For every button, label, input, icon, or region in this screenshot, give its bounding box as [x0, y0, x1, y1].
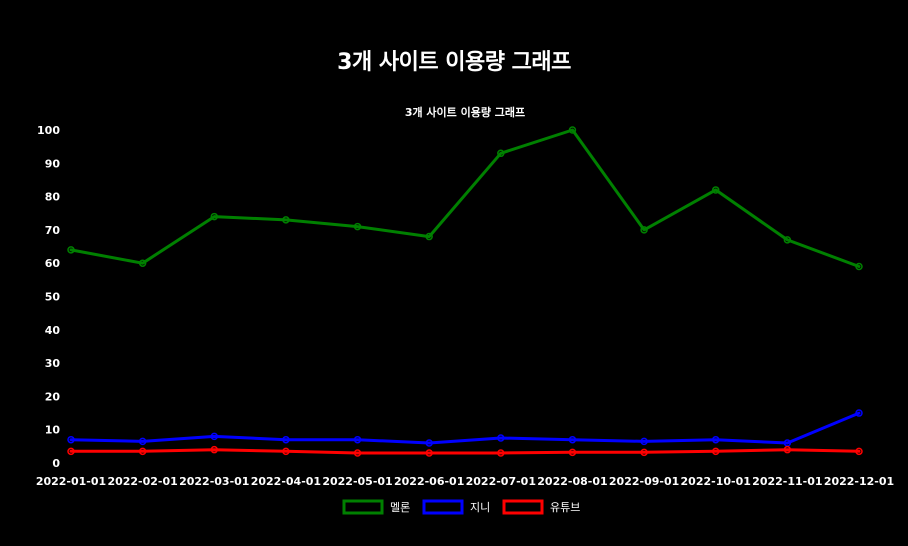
- legend-label: 지니: [470, 501, 490, 514]
- series-3-point: [138, 447, 147, 456]
- line-chart: 3개 사이트 이용량 그래프 0 10 20 30 40 50 60 70 80 90 100 20…: [36, 105, 894, 515]
- legend-swatch: [422, 499, 464, 515]
- y-tick-label: 100: [37, 124, 60, 137]
- legend-swatch: [502, 499, 544, 515]
- x-tick-label: 2022-09-01: [609, 475, 679, 488]
- series-layer: [67, 126, 863, 457]
- series-1-point: [353, 222, 362, 231]
- x-tick-label: 2022-10-01: [681, 475, 751, 488]
- series-line-3: [69, 448, 861, 455]
- legend-label: 멜론: [390, 501, 410, 514]
- series-1-point: [282, 216, 290, 224]
- x-tick-label: 2022-05-01: [322, 475, 392, 488]
- y-tick-label: 40: [45, 324, 61, 337]
- series-1-point: [425, 232, 433, 241]
- y-axis: 0 10 20 30 40 50 60 70 80 90 100: [37, 124, 60, 470]
- series-line-2: [69, 411, 861, 445]
- series-3-point: [210, 445, 219, 454]
- series-1-point: [640, 226, 648, 234]
- series-2-point: [497, 434, 505, 442]
- series-1-point: [855, 262, 863, 271]
- series-2-point: [138, 437, 147, 446]
- x-tick-label: 2022-01-01: [36, 475, 106, 488]
- series-3-point: [282, 447, 290, 456]
- series-1-point: [783, 236, 792, 244]
- y-tick-label: 10: [45, 424, 61, 437]
- x-axis: 2022-01-01 2022-02-01 2022-03-01 2022-04-01…: [36, 475, 894, 488]
- legend-item-1[interactable]: 멜론: [342, 499, 410, 515]
- series-3-point: [67, 447, 75, 456]
- y-tick-label: 80: [45, 191, 61, 204]
- x-tick-label: 2022-08-01: [537, 475, 607, 488]
- series-3-point: [497, 449, 505, 457]
- series-2-point: [210, 432, 219, 441]
- y-tick-label: 70: [45, 224, 61, 237]
- series-1-point: [568, 126, 577, 134]
- series-3-point: [640, 448, 648, 457]
- legend-item-2[interactable]: 지니: [422, 499, 490, 515]
- x-tick-label: 2022-04-01: [251, 475, 321, 488]
- series-2-point: [640, 437, 648, 446]
- y-tick-label: 0: [52, 457, 60, 470]
- series-2-point: [568, 435, 577, 444]
- page-title: 3개 사이트 이용량 그래프: [337, 50, 571, 75]
- y-tick-label: 50: [45, 291, 61, 304]
- series-3-point: [568, 448, 577, 457]
- series-3-point: [855, 447, 863, 456]
- series-2-point: [711, 435, 720, 444]
- x-tick-label: 2022-07-01: [466, 475, 536, 488]
- legend-item-3[interactable]: 유튜브: [502, 499, 580, 515]
- y-tick-label: 90: [45, 157, 61, 170]
- series-2-point: [282, 435, 290, 444]
- series-2-point: [855, 409, 863, 417]
- series-2-point: [425, 439, 433, 447]
- series-2-point: [67, 435, 75, 444]
- x-tick-label: 2022-11-01: [752, 475, 822, 488]
- y-tick-label: 20: [45, 390, 61, 403]
- series-3-point: [353, 449, 362, 457]
- x-tick-label: 2022-03-01: [179, 475, 249, 488]
- x-tick-label: 2022-12-01: [824, 475, 894, 488]
- series-3-point: [783, 445, 792, 454]
- x-tick-label: 2022-02-01: [107, 475, 177, 488]
- legend-swatch: [342, 499, 384, 515]
- y-tick-label: 30: [45, 357, 61, 370]
- chart-container: 3개 사이트 이용량 그래프 0 10 20 30 40 50 60 70 80 90 100 20…: [0, 96, 908, 536]
- series-1-point: [711, 186, 720, 194]
- series-2-point: [353, 435, 362, 444]
- chart-title: 3개 사이트 이용량 그래프: [405, 105, 525, 119]
- legend: 멜론 지니 유튜브: [342, 499, 580, 515]
- series-3-point: [711, 447, 720, 456]
- series-1-point: [138, 259, 147, 267]
- y-tick-label: 60: [45, 257, 61, 270]
- series-3-point: [425, 449, 433, 457]
- x-tick-label: 2022-06-01: [394, 475, 464, 488]
- legend-label: 유튜브: [550, 501, 580, 514]
- series-1-point: [210, 212, 219, 221]
- series-1-point: [497, 149, 505, 158]
- series-1-point: [67, 246, 75, 254]
- series-line-1: [69, 128, 861, 268]
